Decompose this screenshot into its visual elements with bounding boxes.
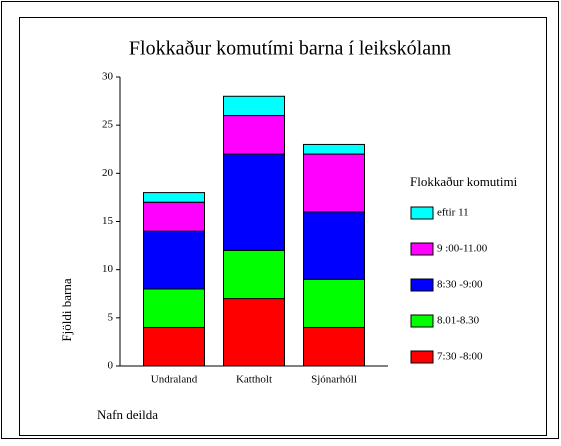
legend-swatch	[410, 242, 434, 256]
y-tick-label: 25	[102, 119, 114, 131]
bar-segment	[303, 143, 365, 155]
x-axis-label: Nafn deilda	[97, 407, 158, 422]
y-tick-label: 20	[102, 167, 114, 179]
chart-title: Flokkaður komutími barna í leikskólann	[129, 38, 451, 60]
y-tick-label: 5	[108, 311, 114, 323]
outer-frame	[1, 1, 559, 439]
x-tick-label: Kattholt	[236, 374, 272, 386]
legend-label: eftir 11	[437, 207, 469, 219]
legend-label: 7:30 -8:00	[437, 351, 483, 363]
y-tick-label: 10	[102, 263, 114, 275]
y-tick-label: 15	[102, 215, 114, 227]
bar-segment	[223, 298, 285, 367]
bar-segment	[223, 249, 285, 300]
y-tick-label: 30	[102, 71, 114, 83]
bar-segment	[143, 230, 205, 290]
legend-label: 8:30 -9:00	[437, 279, 483, 291]
bar-segment	[143, 288, 205, 328]
legend-swatch	[410, 206, 434, 220]
y-tick-label: 0	[108, 360, 114, 372]
y-axis-label: Fjöldi barna	[59, 278, 74, 341]
legend-swatch	[410, 278, 434, 292]
bar-segment	[303, 211, 365, 280]
bar-segment	[303, 326, 365, 367]
inner-frame	[19, 17, 547, 436]
bar-segment	[223, 153, 285, 251]
x-tick-label: Undraland	[151, 374, 198, 386]
legend-label: 8.01-8.30	[437, 315, 480, 327]
legend-label: 9 :00-11.00	[437, 243, 488, 255]
legend-swatch	[410, 350, 434, 364]
bar-segment	[223, 95, 285, 117]
bar-segment	[303, 153, 365, 213]
legend-swatch	[410, 314, 434, 328]
legend-title: Flokkaður komutimi	[410, 174, 518, 189]
bar-segment	[303, 278, 365, 328]
bar-segment	[143, 201, 205, 232]
bar-segment	[143, 192, 205, 203]
x-tick-label: Sjónarhóll	[311, 374, 357, 386]
bar-segment	[143, 326, 205, 367]
bar-segment	[223, 115, 285, 155]
